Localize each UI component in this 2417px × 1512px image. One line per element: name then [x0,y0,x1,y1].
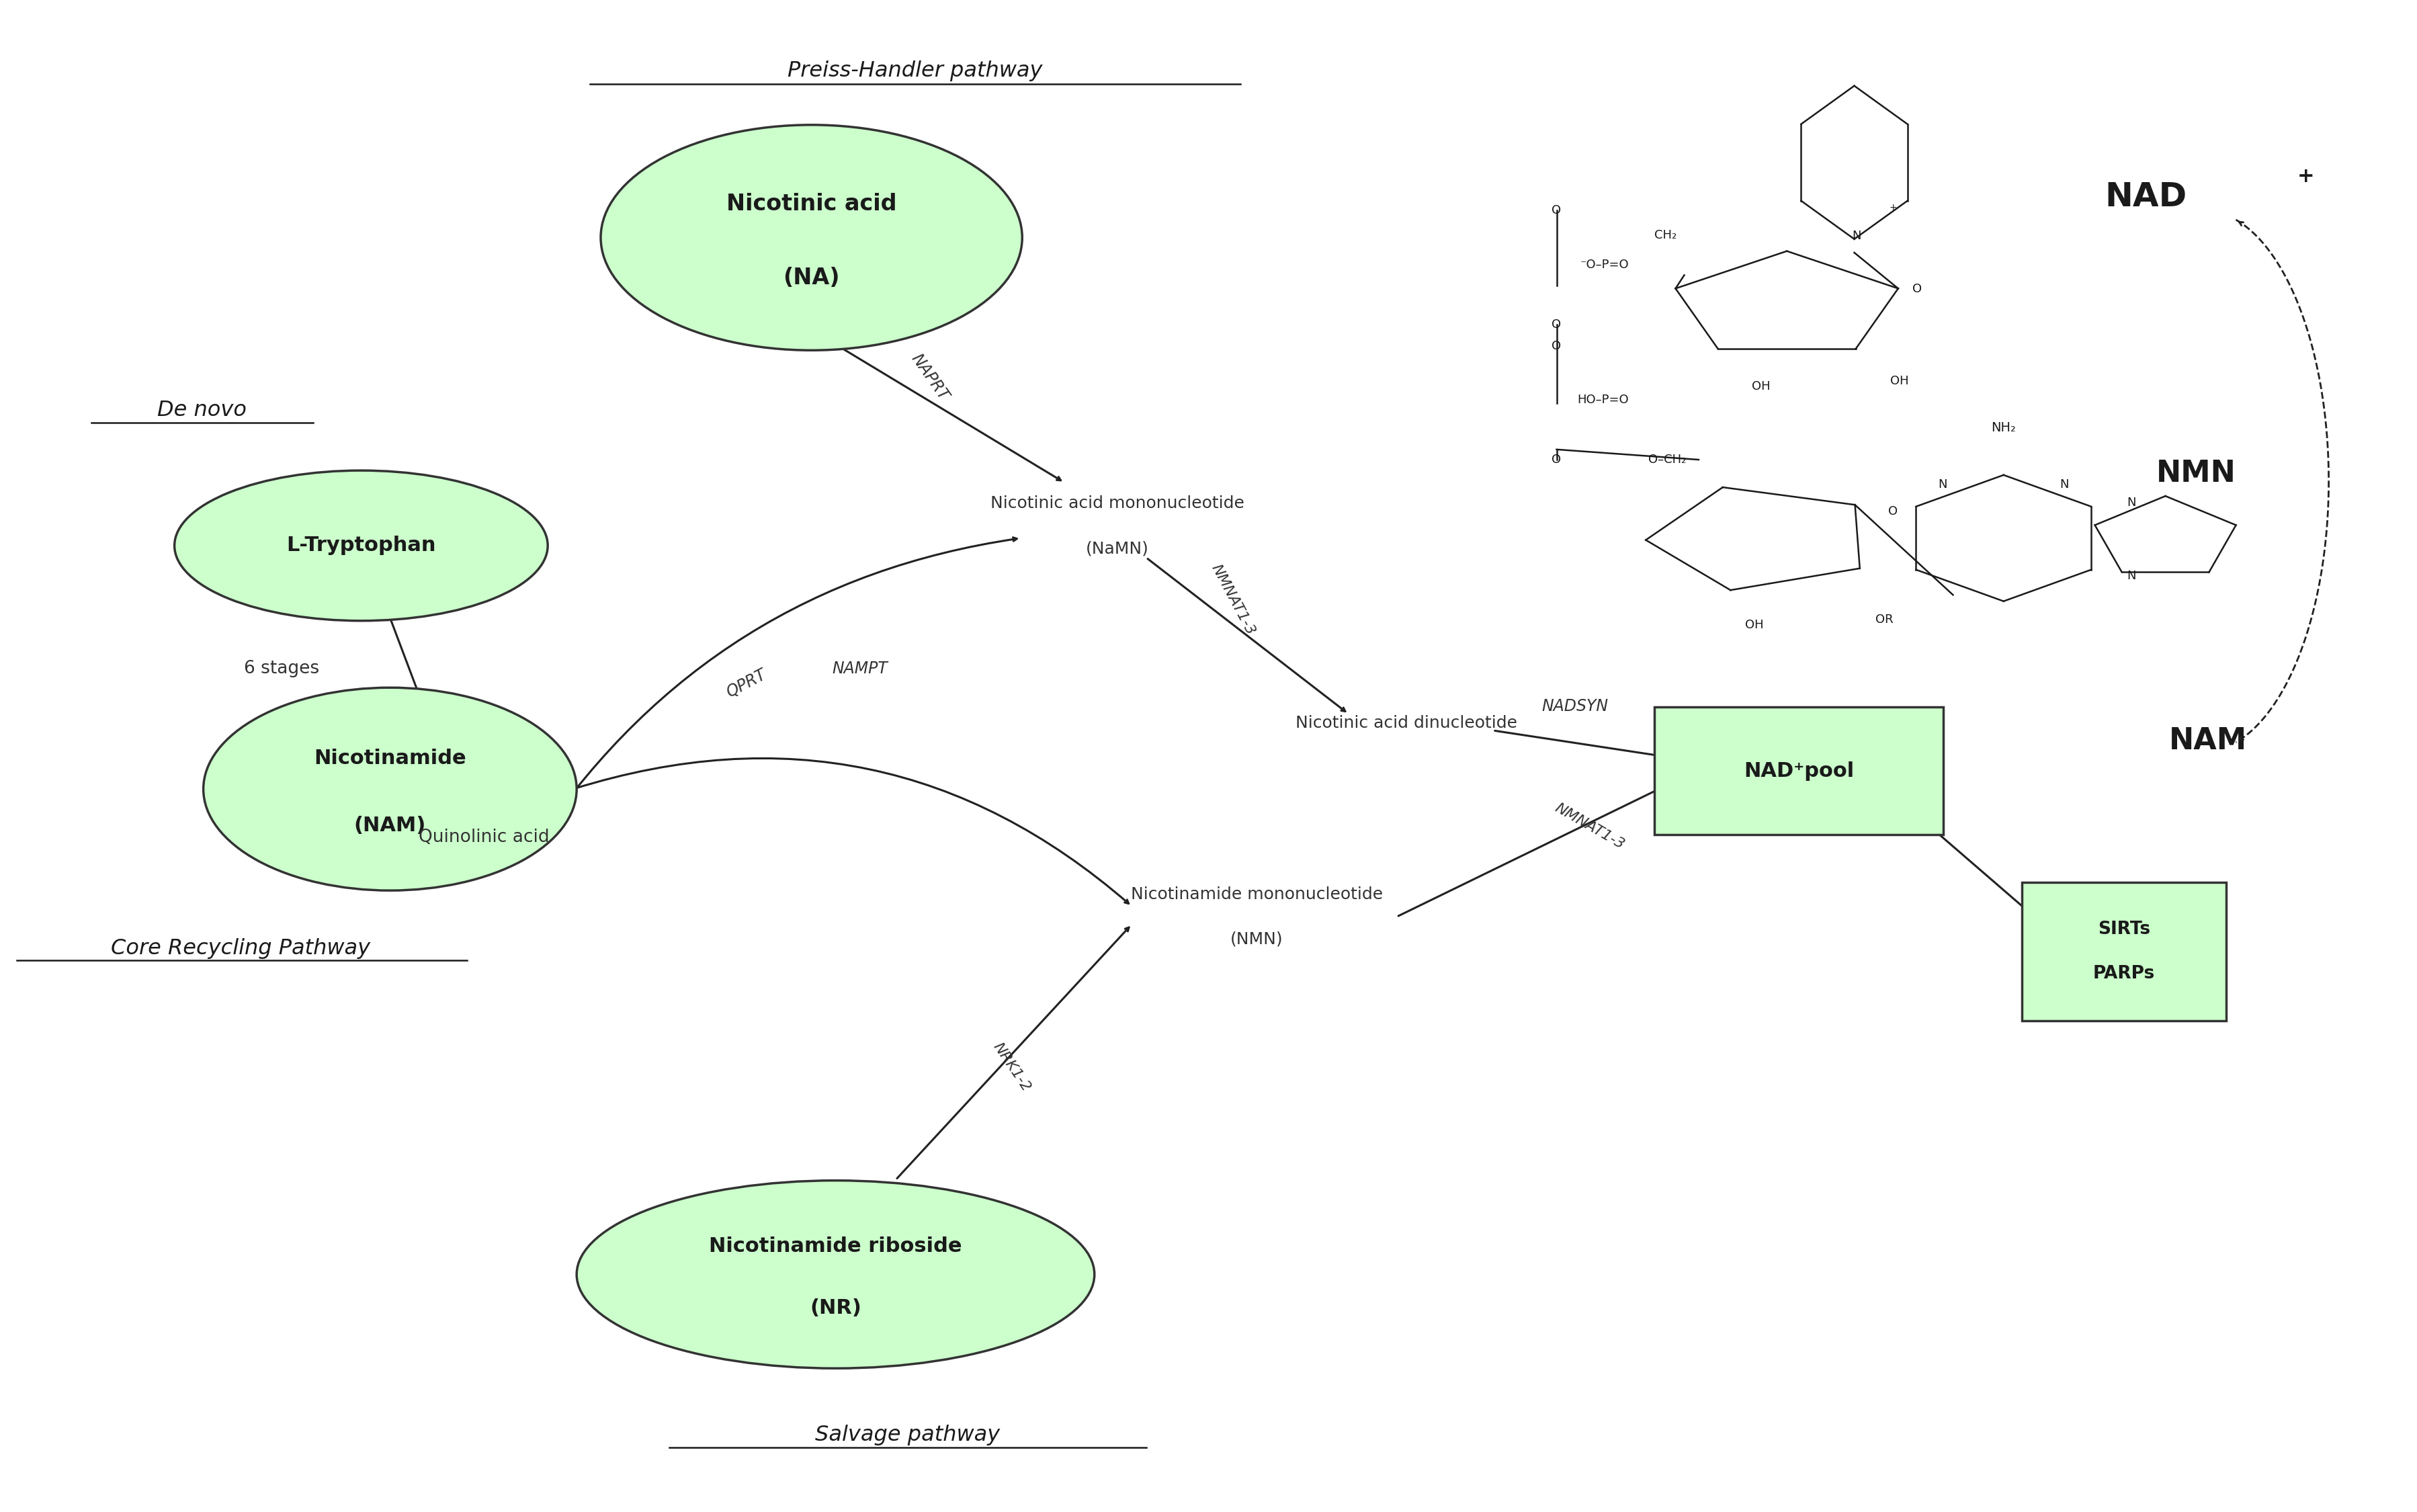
Ellipse shape [203,688,578,891]
Text: NH₂: NH₂ [1992,422,2016,434]
Text: (NMN): (NMN) [1230,931,1283,948]
Text: HO–P=O: HO–P=O [1576,393,1629,405]
Text: O: O [1552,340,1561,352]
Text: O–CH₂: O–CH₂ [1648,454,1685,466]
Text: (NA): (NA) [783,268,839,289]
Text: De novo: De novo [157,401,247,420]
Ellipse shape [578,1181,1095,1368]
Text: OH: OH [1745,618,1762,631]
Text: ⁻O–P=O: ⁻O–P=O [1581,259,1629,271]
Text: N: N [2127,496,2137,508]
Text: O: O [1552,319,1561,331]
Text: (NR): (NR) [810,1299,860,1318]
Text: Nicotinic acid: Nicotinic acid [725,192,897,215]
Text: NAD: NAD [2105,181,2187,213]
Text: 6 stages: 6 stages [244,661,319,677]
Text: +: + [1888,203,1897,212]
Text: NADSYN: NADSYN [1542,699,1607,715]
FancyBboxPatch shape [2021,881,2226,1021]
Text: Nicotinamide riboside: Nicotinamide riboside [708,1237,962,1256]
Text: N: N [1938,478,1946,490]
Text: Nicotinic acid dinucleotide: Nicotinic acid dinucleotide [1296,715,1518,730]
Text: N: N [1851,230,1861,242]
Text: Preiss-Handler pathway: Preiss-Handler pathway [788,60,1042,82]
Text: L-Tryptophan: L-Tryptophan [285,535,435,555]
Text: Quinolinic acid: Quinolinic acid [418,829,549,845]
Ellipse shape [174,470,549,621]
Text: OR: OR [1876,614,1893,626]
Text: (NaMN): (NaMN) [1085,541,1148,556]
Text: NRK1-2: NRK1-2 [991,1040,1032,1093]
Text: N: N [2127,570,2137,582]
Ellipse shape [599,125,1022,351]
Text: Nicotinamide mononucleotide: Nicotinamide mononucleotide [1131,886,1383,903]
Text: NAPRT: NAPRT [906,351,950,404]
Text: O: O [1552,204,1561,216]
Text: NAM: NAM [2168,727,2248,756]
Text: OH: OH [1890,375,1909,387]
Text: CH₂: CH₂ [1653,228,1675,240]
Text: (NAM): (NAM) [353,816,425,835]
Text: Core Recycling Pathway: Core Recycling Pathway [111,937,370,959]
Text: O: O [1552,454,1561,466]
Text: NAD⁺pool: NAD⁺pool [1743,761,1854,780]
Text: NMN: NMN [2156,460,2236,488]
Text: O: O [1888,505,1897,517]
Text: O: O [1912,283,1922,295]
Text: NMNAT1-3: NMNAT1-3 [1552,801,1627,851]
Text: NAMPT: NAMPT [831,661,887,677]
Text: PARPs: PARPs [2093,965,2154,983]
Text: Nicotinic acid mononucleotide: Nicotinic acid mononucleotide [991,496,1245,511]
Text: N: N [2059,478,2069,490]
Text: SIRTs: SIRTs [2098,921,2149,937]
Text: Nicotinamide: Nicotinamide [314,748,466,768]
Text: +: + [2296,166,2313,186]
Text: Salvage pathway: Salvage pathway [815,1424,1001,1445]
FancyBboxPatch shape [1653,708,1943,835]
Text: QPRT: QPRT [723,667,769,702]
Text: NMNAT1-3: NMNAT1-3 [1208,562,1257,637]
Text: OH: OH [1750,381,1769,393]
